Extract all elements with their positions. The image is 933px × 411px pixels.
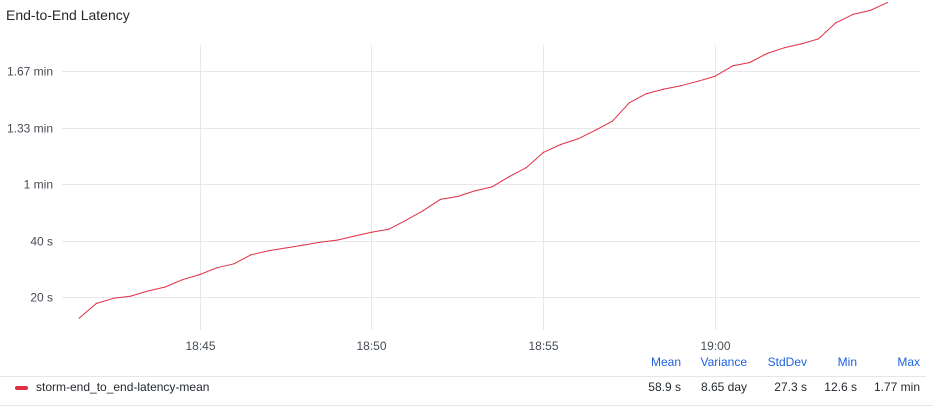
- data-point: [525, 167, 527, 169]
- data-point: [697, 80, 699, 82]
- data-point: [714, 75, 717, 77]
- data-point: [302, 244, 304, 246]
- data-point: [577, 138, 579, 140]
- data-point: [783, 47, 785, 49]
- data-point: [560, 143, 562, 146]
- data-point: [818, 38, 820, 40]
- x-gridlines: [200, 45, 716, 330]
- legend-value-stddev: 27.3 s: [774, 380, 807, 394]
- data-point: [456, 195, 459, 198]
- data-point: [95, 302, 97, 304]
- data-point: [181, 279, 183, 281]
- data-point: [405, 219, 407, 221]
- chart[interactable]: 20 s 40 s 1 min 1.33 min 1.67 min 18:45 18:50…: [0, 0, 933, 360]
- data-point: [216, 267, 218, 269]
- legend-value-max: 1.77 min: [873, 380, 920, 394]
- series-lines: [78, 1, 888, 319]
- data-point: [542, 151, 545, 153]
- data-point: [628, 102, 631, 104]
- x-tick-label: 19:00: [700, 339, 730, 353]
- data-point: [439, 198, 441, 200]
- data-point: [147, 290, 149, 292]
- legend-column-header-variance[interactable]: Variance: [700, 355, 747, 369]
- data-point: [508, 176, 510, 178]
- x-tick-label: 18:50: [356, 339, 386, 353]
- data-point: [78, 317, 80, 319]
- y-gridlines: [62, 71, 920, 298]
- data-point: [732, 65, 734, 67]
- data-point: [164, 286, 166, 288]
- y-tick-label: 1 min: [24, 178, 53, 192]
- data-point: [886, 1, 888, 4]
- data-point: [130, 295, 132, 297]
- x-tick-label: 18:55: [528, 339, 558, 353]
- legend-value-variance: 8.65 day: [700, 380, 747, 394]
- y-tick-label: 1.33 min: [7, 122, 53, 136]
- data-point: [267, 250, 269, 252]
- data-point: [199, 274, 201, 276]
- series-line[interactable]: [78, 2, 888, 319]
- y-tick-label: 1.67 min: [7, 65, 53, 79]
- data-point: [869, 9, 871, 12]
- legend-column-header-max[interactable]: Max: [897, 355, 920, 369]
- data-point: [370, 231, 373, 233]
- data-point: [422, 210, 424, 212]
- data-point: [852, 13, 854, 15]
- data-point: [113, 297, 115, 299]
- panel-title[interactable]: End-to-End Latency: [6, 7, 130, 23]
- data-point: [284, 247, 287, 249]
- legend-column-header-mean[interactable]: Mean: [650, 355, 681, 369]
- data-point: [353, 235, 355, 237]
- y-tick-label: 20 s: [30, 291, 53, 305]
- data-point: [663, 88, 665, 90]
- legend-row[interactable]: storm-end_to_end-latency-mean 58.9 s 8.65…: [0, 376, 926, 397]
- data-point: [336, 239, 338, 241]
- legend-header: Mean Variance StdDev Min Max: [0, 355, 933, 373]
- data-point: [680, 85, 682, 87]
- data-point: [800, 43, 803, 45]
- data-point: [491, 186, 493, 188]
- data-point: [388, 228, 390, 230]
- legend-column-header-stddev[interactable]: StdDev: [767, 355, 807, 369]
- legend-value-mean: 58.9 s: [648, 380, 681, 394]
- legend-series-name[interactable]: storm-end_to_end-latency-mean: [36, 380, 210, 394]
- x-tick-label: 18:45: [185, 339, 215, 353]
- data-point: [835, 22, 837, 24]
- data-point: [233, 263, 235, 265]
- data-point: [594, 129, 596, 131]
- data-point: [611, 120, 613, 122]
- data-point: [646, 93, 648, 95]
- legend-value-min: 12.6 s: [824, 380, 857, 394]
- data-point: [749, 61, 751, 64]
- data-point: [319, 241, 321, 243]
- data-point: [250, 254, 252, 256]
- x-axis-labels: 18:45 18:50 18:55 19:00: [185, 339, 730, 353]
- legend-color-swatch[interactable]: [15, 386, 28, 390]
- data-point: [474, 190, 476, 192]
- y-tick-label: 40 s: [30, 235, 53, 249]
- legend-column-header-min[interactable]: Min: [837, 355, 857, 369]
- divider: [0, 405, 933, 406]
- y-axis-labels: 20 s 40 s 1 min 1.33 min 1.67 min: [7, 65, 53, 305]
- data-point: [766, 52, 768, 55]
